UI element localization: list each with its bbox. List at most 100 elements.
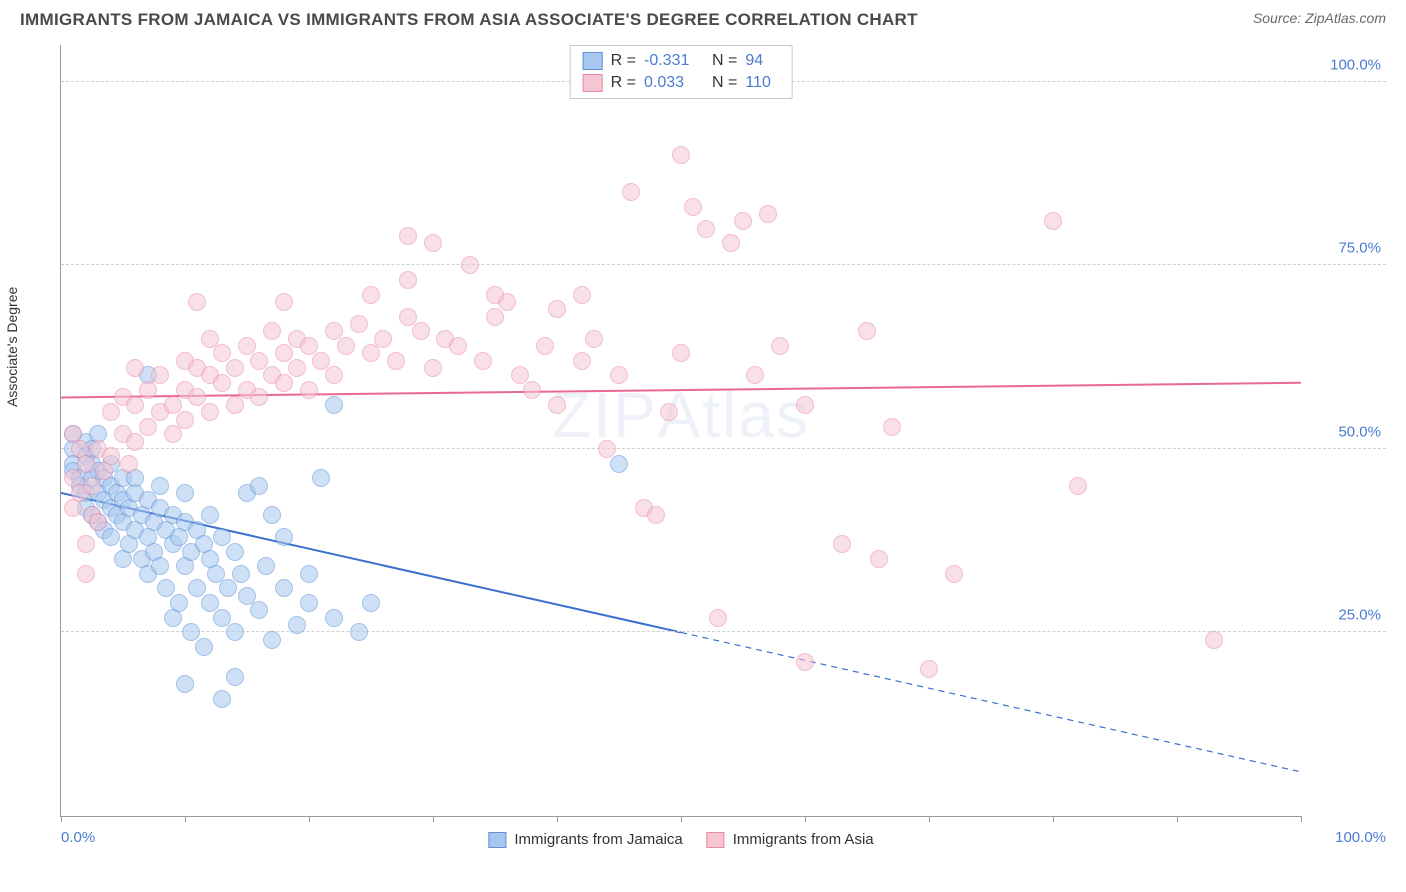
scatter-point bbox=[548, 396, 566, 414]
scatter-point bbox=[771, 337, 789, 355]
scatter-point bbox=[722, 234, 740, 252]
scatter-point bbox=[275, 528, 293, 546]
legend-r-value: 0.033 bbox=[644, 74, 704, 92]
scatter-point bbox=[374, 330, 392, 348]
scatter-point bbox=[350, 623, 368, 641]
scatter-point bbox=[300, 381, 318, 399]
scatter-point bbox=[660, 403, 678, 421]
legend-n-label: N = bbox=[712, 74, 737, 92]
scatter-point bbox=[325, 396, 343, 414]
scatter-point bbox=[1044, 212, 1062, 230]
scatter-point bbox=[325, 366, 343, 384]
scatter-point bbox=[300, 565, 318, 583]
scatter-point bbox=[362, 344, 380, 362]
x-tick bbox=[805, 816, 806, 822]
x-tick bbox=[61, 816, 62, 822]
scatter-point bbox=[77, 455, 95, 473]
scatter-point bbox=[622, 183, 640, 201]
scatter-point bbox=[120, 455, 138, 473]
scatter-point bbox=[275, 293, 293, 311]
legend-n-label: N = bbox=[712, 52, 737, 70]
scatter-point bbox=[126, 359, 144, 377]
scatter-point bbox=[102, 403, 120, 421]
plot-area: ZIPAtlas R =-0.331N =94R =0.033N =110 Im… bbox=[60, 45, 1301, 817]
scatter-point bbox=[585, 330, 603, 348]
scatter-point bbox=[796, 396, 814, 414]
chart-title: IMMIGRANTS FROM JAMAICA VS IMMIGRANTS FR… bbox=[20, 10, 918, 30]
scatter-point bbox=[449, 337, 467, 355]
scatter-point bbox=[461, 256, 479, 274]
gridline-h bbox=[61, 448, 1386, 449]
scatter-point bbox=[263, 322, 281, 340]
scatter-point bbox=[195, 638, 213, 656]
watermark: ZIPAtlas bbox=[552, 378, 810, 452]
scatter-point bbox=[1069, 477, 1087, 495]
legend-row: R =0.033N =110 bbox=[583, 72, 780, 94]
scatter-point bbox=[573, 352, 591, 370]
scatter-point bbox=[77, 535, 95, 553]
legend-n-value: 110 bbox=[745, 74, 779, 92]
scatter-point bbox=[151, 557, 169, 575]
legend-n-value: 94 bbox=[745, 52, 779, 70]
scatter-point bbox=[170, 594, 188, 612]
scatter-point bbox=[362, 594, 380, 612]
scatter-point bbox=[573, 286, 591, 304]
scatter-point bbox=[89, 513, 107, 531]
x-tick bbox=[929, 816, 930, 822]
series-name: Immigrants from Jamaica bbox=[514, 831, 682, 848]
scatter-point bbox=[300, 594, 318, 612]
scatter-point bbox=[734, 212, 752, 230]
scatter-point bbox=[920, 660, 938, 678]
scatter-point bbox=[257, 557, 275, 575]
scatter-point bbox=[226, 359, 244, 377]
scatter-point bbox=[151, 366, 169, 384]
scatter-point bbox=[250, 601, 268, 619]
legend-row: R =-0.331N =94 bbox=[583, 50, 780, 72]
x-tick bbox=[309, 816, 310, 822]
legend-swatch bbox=[488, 832, 506, 848]
scatter-point bbox=[610, 366, 628, 384]
y-tick-label: 25.0% bbox=[1338, 607, 1381, 624]
scatter-point bbox=[709, 609, 727, 627]
scatter-point bbox=[126, 396, 144, 414]
series-legend: Immigrants from Jamaica Immigrants from A… bbox=[488, 831, 873, 848]
scatter-point bbox=[176, 675, 194, 693]
scatter-point bbox=[424, 234, 442, 252]
scatter-point bbox=[213, 374, 231, 392]
scatter-point bbox=[275, 579, 293, 597]
scatter-point bbox=[263, 631, 281, 649]
scatter-point bbox=[610, 455, 628, 473]
scatter-point bbox=[858, 322, 876, 340]
scatter-point bbox=[1205, 631, 1223, 649]
scatter-point bbox=[412, 322, 430, 340]
x-tick bbox=[681, 816, 682, 822]
scatter-point bbox=[759, 205, 777, 223]
scatter-point bbox=[164, 425, 182, 443]
scatter-point bbox=[387, 352, 405, 370]
scatter-point bbox=[312, 469, 330, 487]
scatter-point bbox=[176, 411, 194, 429]
gridline-h bbox=[61, 264, 1386, 265]
scatter-point bbox=[275, 374, 293, 392]
scatter-point bbox=[523, 381, 541, 399]
scatter-point bbox=[424, 359, 442, 377]
scatter-point bbox=[126, 433, 144, 451]
scatter-point bbox=[176, 484, 194, 502]
y-tick-label: 50.0% bbox=[1338, 423, 1381, 440]
x-tick bbox=[1053, 816, 1054, 822]
scatter-point bbox=[151, 477, 169, 495]
scatter-point bbox=[77, 565, 95, 583]
scatter-point bbox=[325, 609, 343, 627]
scatter-point bbox=[139, 381, 157, 399]
scatter-point bbox=[226, 396, 244, 414]
scatter-point bbox=[796, 653, 814, 671]
scatter-point bbox=[548, 300, 566, 318]
scatter-point bbox=[746, 366, 764, 384]
scatter-point bbox=[188, 293, 206, 311]
legend-r-label: R = bbox=[611, 52, 636, 70]
scatter-point bbox=[201, 403, 219, 421]
x-tick bbox=[1177, 816, 1178, 822]
series-name: Immigrants from Asia bbox=[733, 831, 874, 848]
scatter-point bbox=[870, 550, 888, 568]
legend-swatch bbox=[583, 74, 603, 92]
